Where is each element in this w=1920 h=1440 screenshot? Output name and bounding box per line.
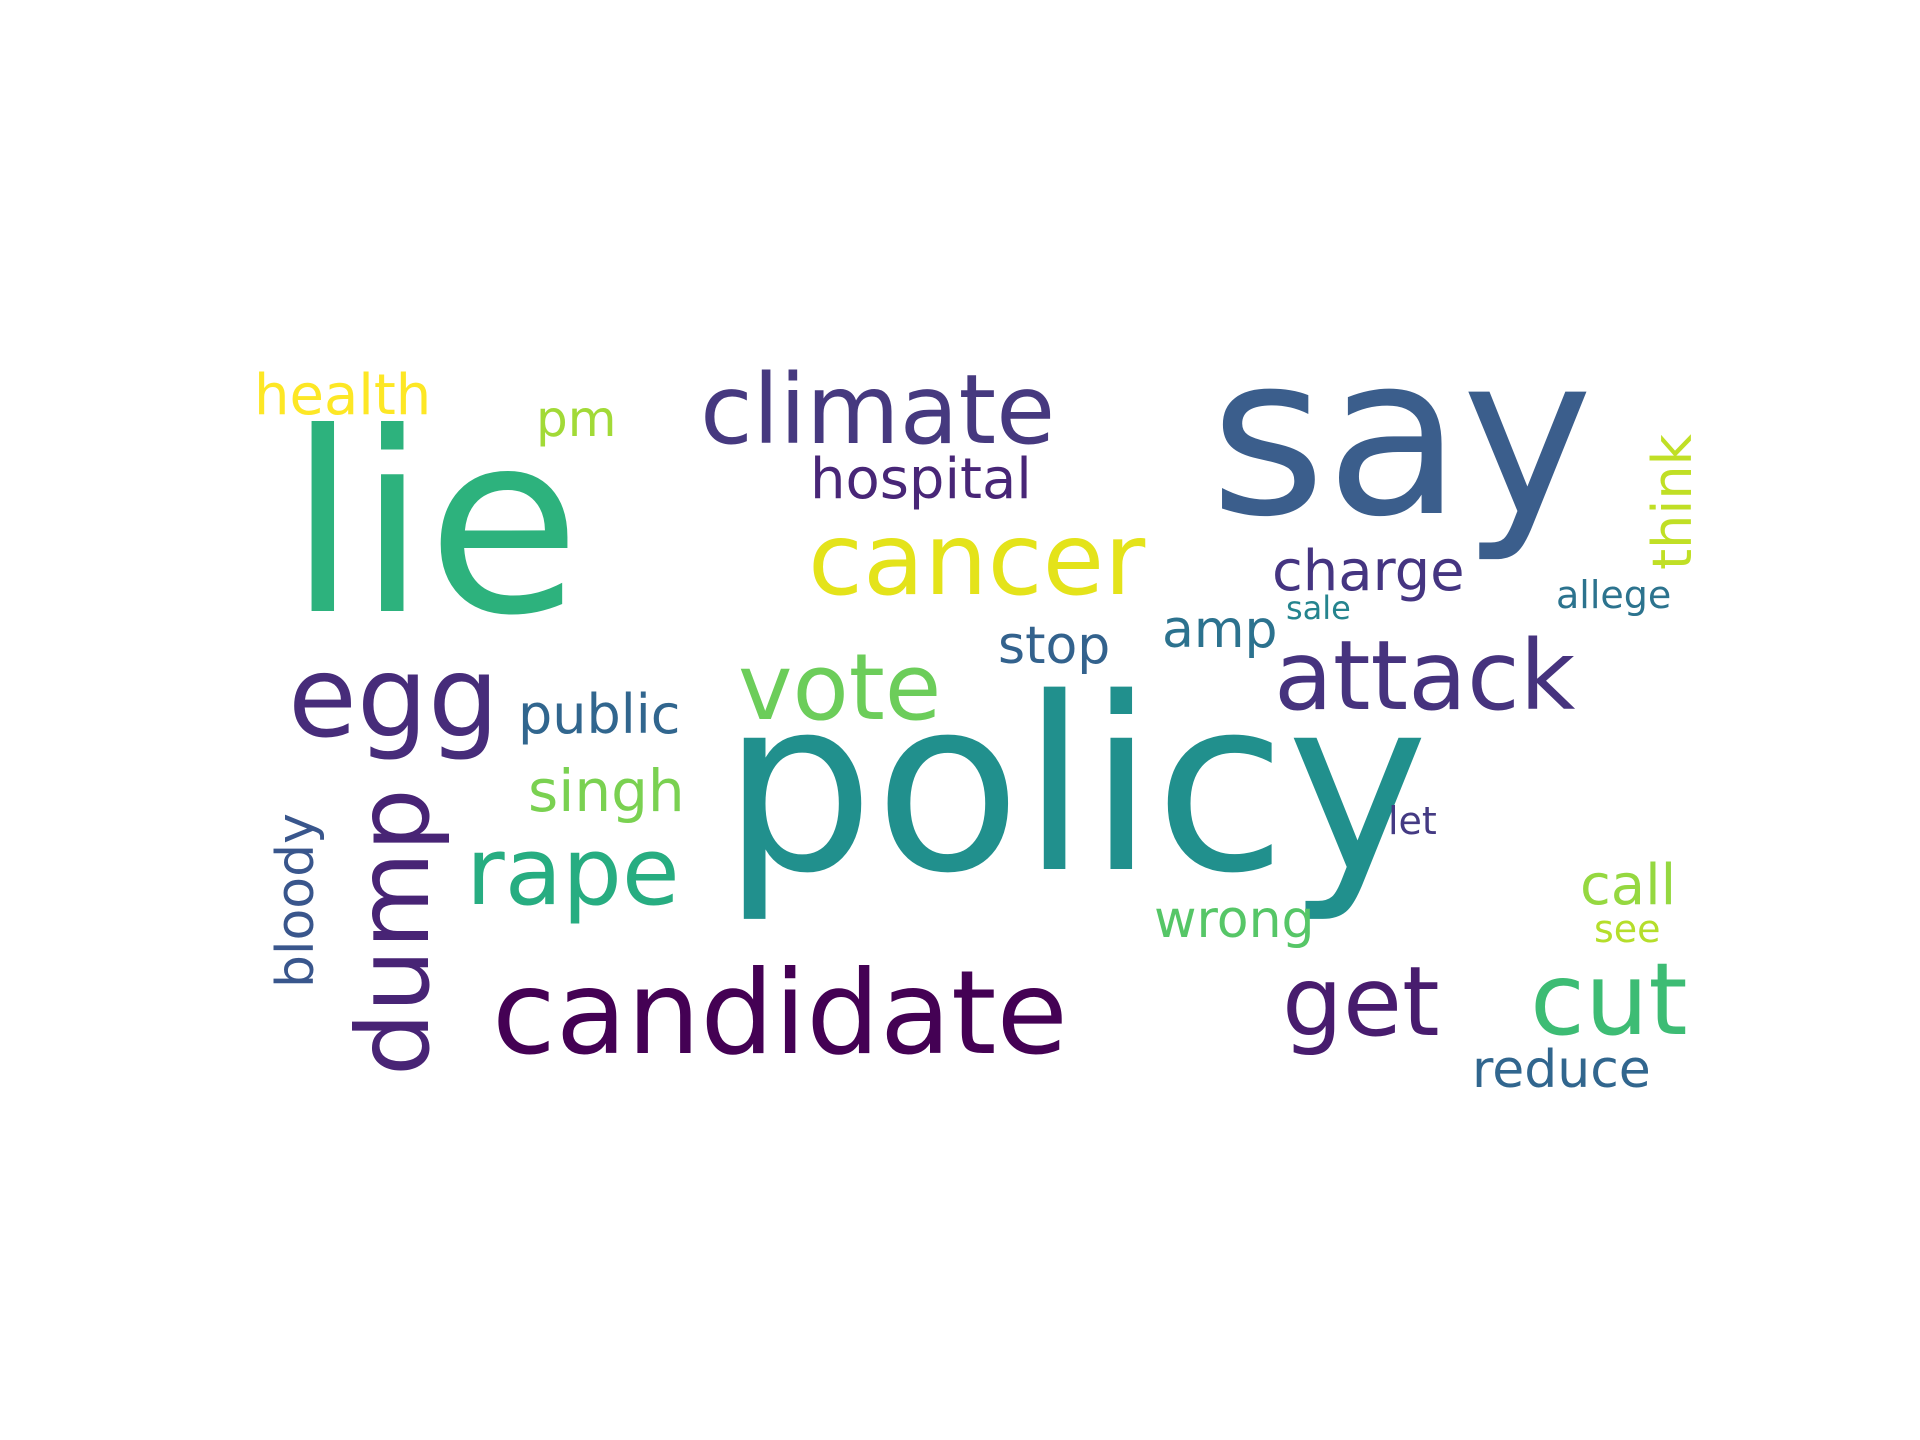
word-hospital: hospital — [810, 447, 1032, 512]
word-see: see — [1594, 907, 1661, 951]
word-call: call — [1580, 853, 1677, 918]
word-cancer: cancer — [808, 501, 1146, 618]
word-attack: attack — [1274, 620, 1576, 732]
word-rape: rape — [466, 818, 680, 927]
word-bloody: bloody — [266, 813, 326, 988]
word-amp: amp — [1162, 600, 1278, 660]
word-policy: policy — [722, 646, 1429, 926]
word-stop: stop — [998, 616, 1111, 676]
word-dump: dump — [335, 788, 452, 1076]
word-wrong: wrong — [1154, 890, 1315, 950]
word-allege: allege — [1556, 573, 1672, 617]
word-let: let — [1388, 799, 1437, 843]
word-vote: vote — [738, 634, 942, 741]
word-climate: climate — [700, 354, 1056, 466]
word-sale: sale — [1286, 589, 1351, 627]
word-singh: singh — [528, 757, 685, 825]
word-say: say — [1210, 308, 1594, 566]
word-candidate: candidate — [492, 946, 1068, 1081]
word-health: health — [254, 363, 432, 428]
word-think: think — [1641, 434, 1704, 570]
word-public: public — [518, 683, 681, 746]
word-cut: cut — [1530, 941, 1688, 1058]
word-get: get — [1282, 946, 1440, 1058]
word-egg: egg — [288, 633, 500, 763]
word-pm: pm — [536, 390, 617, 448]
word-charge: charge — [1272, 539, 1465, 604]
word-reduce: reduce — [1472, 1040, 1651, 1100]
word-lie: lie — [288, 379, 581, 670]
